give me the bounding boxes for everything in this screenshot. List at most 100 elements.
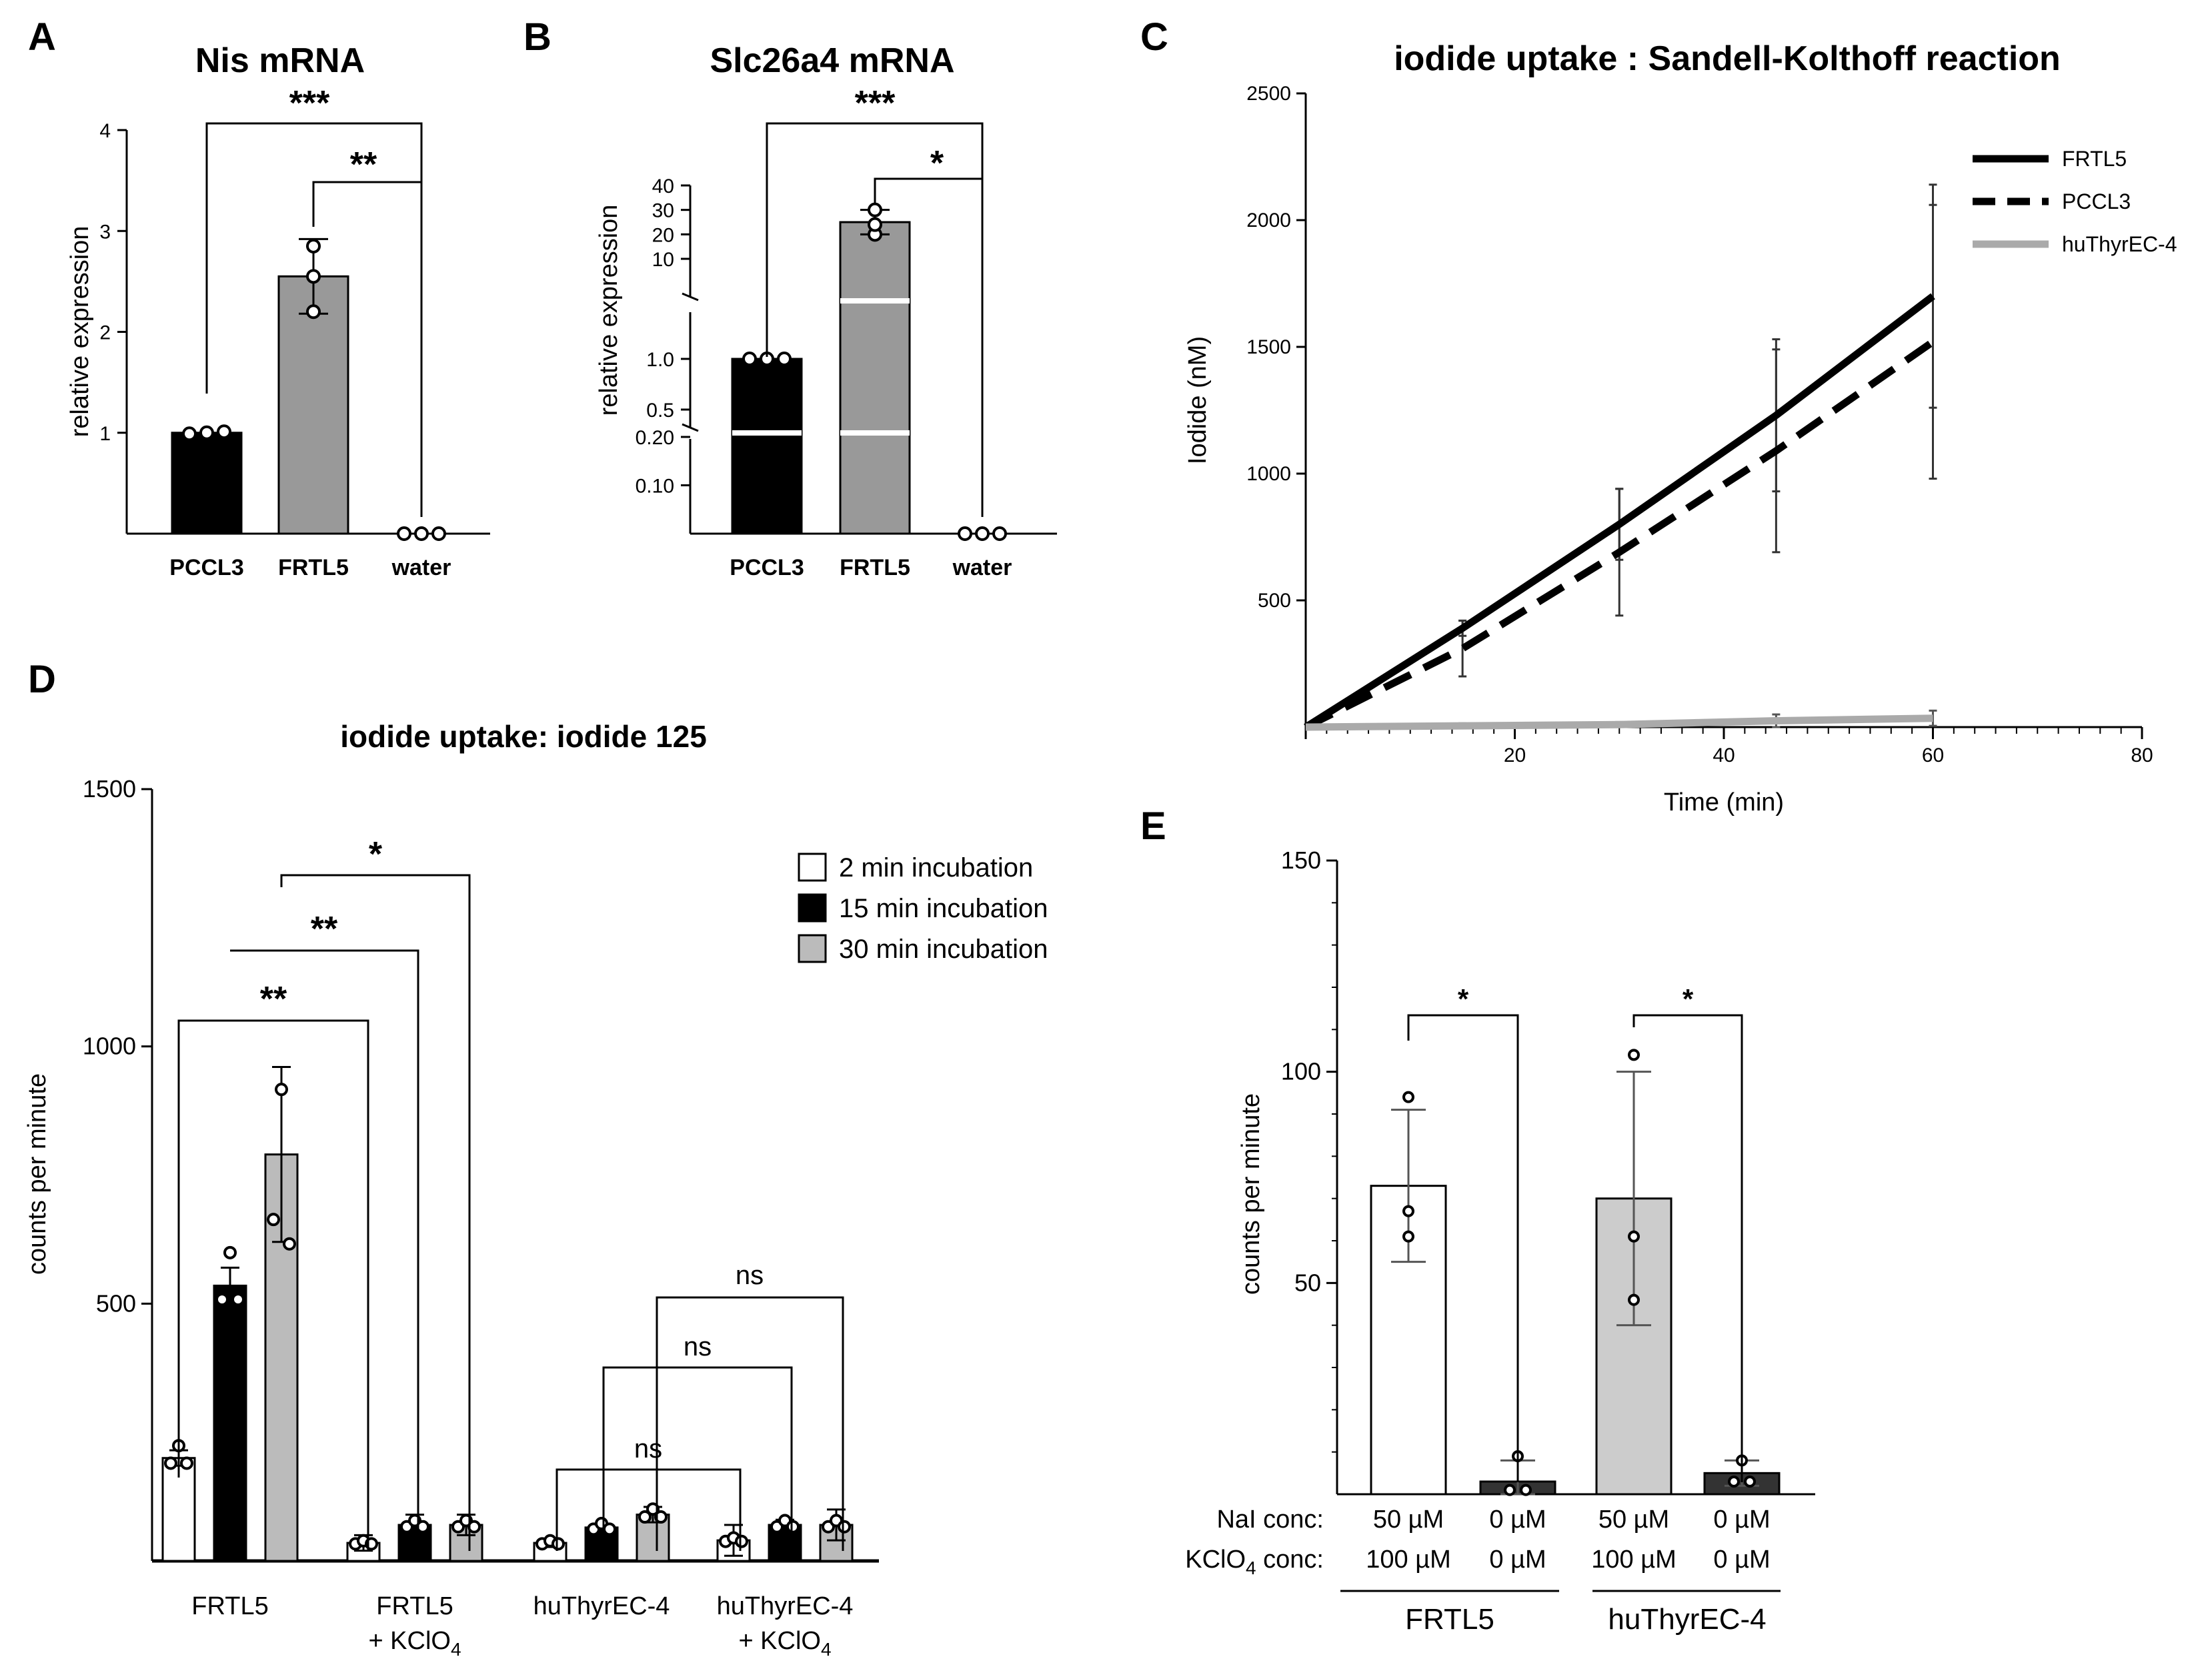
e-ytick-label-0: 50 [1294, 1269, 1321, 1296]
d-group-label-3: huThyrEC-4 [717, 1592, 854, 1620]
b-ytick-label-7: 40 [652, 175, 674, 197]
d-point-g3-2-2 [838, 1520, 851, 1534]
panel-label-a: A [28, 15, 56, 59]
d-point-g0-2-0 [267, 1213, 280, 1227]
b-point-water-0 [958, 526, 972, 541]
c-xlabel: Time (min) [1664, 788, 1784, 816]
e-point-2-2 [1628, 1293, 1640, 1306]
a-cat-pccl3: PCCL3 [169, 555, 243, 580]
d-point-g0-0-2 [180, 1456, 193, 1470]
d-point-g2-2-1 [646, 1502, 660, 1516]
panel-label-e: E [1140, 804, 1166, 848]
e-kclo4-2: 100 µM [1591, 1546, 1677, 1574]
e-row-label-nai: NaI conc: [1216, 1506, 1324, 1534]
d-bar-g0-1 [213, 1284, 247, 1562]
e-point-2-1 [1628, 1230, 1640, 1243]
d-sig-2: ** [311, 910, 338, 949]
d-group-label-0: FRTL5 [191, 1592, 268, 1620]
d-bracket-5 [602, 1366, 793, 1551]
d-sig-4: ns [634, 1434, 662, 1464]
e-kclo4-1: 0 µM [1489, 1546, 1546, 1574]
b-ylabel: relative expression [595, 205, 623, 416]
e-point-0-1 [1402, 1205, 1414, 1217]
e-point-1-1 [1504, 1484, 1516, 1496]
d-ytick-label-1: 1000 [83, 1033, 136, 1060]
c-ytick-label-3: 2000 [1246, 209, 1291, 231]
e-point-3-2 [1744, 1476, 1756, 1488]
a-sig-2: ** [350, 145, 377, 184]
a-point-pccl3-1 [199, 425, 214, 440]
a-ytick-label-2: 3 [99, 221, 111, 243]
b-ytick-label-1: 0.20 [636, 427, 674, 449]
d-bar-g0-0 [161, 1457, 196, 1562]
b-point-pccl3-0 [742, 352, 757, 366]
e-group-label-huthyrec4: huThyrEC-4 [1608, 1603, 1766, 1636]
c-ytick-label-2: 1500 [1246, 336, 1291, 358]
b-point-water-2 [992, 526, 1007, 541]
panel-label-c: C [1140, 15, 1168, 59]
e-nai-3: 0 µM [1713, 1506, 1770, 1534]
b-point-pccl3-2 [777, 352, 792, 366]
d-point-g3-1-2 [786, 1520, 800, 1534]
c-xtick-label-3: 80 [2131, 744, 2153, 766]
d-point-g2-2-0 [638, 1510, 652, 1524]
d-bracket-1 [177, 1019, 369, 1551]
e-bracket-2 [1632, 1014, 1743, 1482]
d-ylabel: counts per minute [23, 1073, 51, 1275]
b-bracket-2 [874, 177, 984, 517]
d-point-g0-0-0 [164, 1456, 177, 1470]
d-point-g3-0-2 [735, 1534, 748, 1548]
d-sig-1: ** [260, 980, 287, 1019]
b-ytick-label-4: 10 [652, 249, 674, 271]
panel-label-b: B [523, 15, 551, 59]
b-cat-pccl3: PCCL3 [730, 555, 804, 580]
e-ytick-label-1: 100 [1281, 1058, 1321, 1085]
b-break-1 [682, 292, 699, 302]
c-ylabel: Iodide (nM) [1184, 336, 1212, 464]
c-series-line-pccl3 [1304, 338, 1935, 730]
b-bar-break-low-pccl3 [732, 430, 802, 436]
d-point-g0-2-1 [275, 1083, 288, 1097]
a-cat-frtl5: FRTL5 [278, 555, 349, 580]
d-bracket-4 [556, 1468, 742, 1551]
d-group-label-2: huThyrEC-4 [533, 1592, 670, 1620]
b-point-frtl5-2 [868, 202, 882, 217]
d-group-label-1: FRTL5 [376, 1592, 453, 1620]
a-ylabel: relative expression [66, 226, 94, 438]
c-series-line-huthyrec-4 [1305, 714, 1933, 731]
a-ytick-label-0: 1 [99, 423, 111, 445]
e-nai-1: 0 µM [1489, 1506, 1546, 1534]
d-title: iodide uptake: iodide 125 [340, 719, 707, 754]
d-bracket-6 [656, 1296, 844, 1551]
d-ytick-label-2: 1500 [83, 775, 136, 802]
c-ytick-label-0: 500 [1258, 590, 1291, 612]
b-sig-1: *** [855, 84, 896, 123]
e-nai-2: 50 µM [1598, 1506, 1669, 1534]
b-ytick-label-0: 0.10 [636, 476, 674, 498]
e-group-label-frtl5: FRTL5 [1405, 1603, 1494, 1636]
a-point-water-1 [414, 526, 429, 541]
d-legend-label-0: 2 min incubation [839, 853, 1033, 883]
d-legend-label-1: 15 min incubation [839, 894, 1048, 923]
c-ytick-label-4: 2500 [1246, 83, 1291, 105]
b-ytick-label-2: 0.5 [646, 400, 674, 422]
d-point-g0-1-0 [215, 1292, 229, 1306]
a-point-frtl5-1 [306, 269, 321, 284]
d-legend-label-2: 30 min incubation [839, 935, 1048, 964]
b-point-frtl5-1 [868, 217, 882, 232]
c-xtick-label-0: 20 [1504, 744, 1526, 766]
e-sig-1: * [1458, 983, 1469, 1015]
a-cat-water: water [391, 555, 451, 580]
b-title: Slc26a4 mRNA [710, 41, 954, 80]
e-ytick-label-2: 150 [1281, 847, 1321, 874]
d-bracket-3 [280, 874, 471, 1551]
e-ylabel: counts per minute [1237, 1093, 1265, 1295]
d-bracket-2 [230, 949, 419, 1551]
a-point-pccl3-2 [217, 424, 231, 440]
e-nai-0: 50 µM [1373, 1506, 1444, 1534]
e-point-0-0 [1402, 1091, 1414, 1103]
c-legend-label-pccl3: PCCL3 [2062, 189, 2131, 213]
panel-label-d: D [28, 658, 56, 701]
